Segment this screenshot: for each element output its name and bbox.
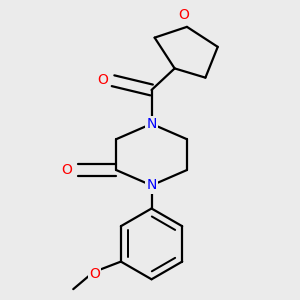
Text: O: O [97, 73, 108, 87]
Text: O: O [61, 163, 72, 177]
Text: N: N [146, 178, 157, 192]
Text: O: O [89, 267, 100, 281]
Text: O: O [178, 8, 189, 22]
Text: N: N [146, 117, 157, 131]
